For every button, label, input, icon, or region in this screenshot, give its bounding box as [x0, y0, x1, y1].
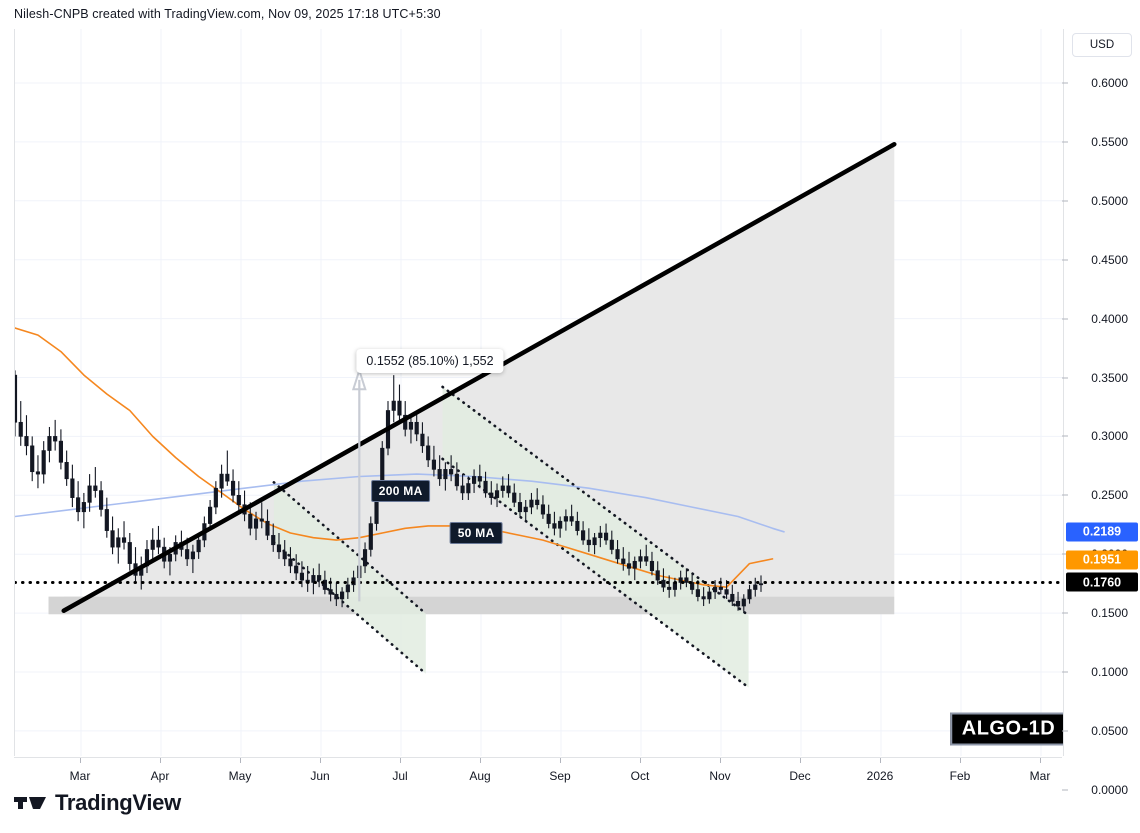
descending-channel-1[interactable]	[272, 481, 428, 675]
time-axis-label: Jun	[310, 769, 330, 783]
time-axis-tick	[320, 758, 321, 763]
currency-badge[interactable]: USD	[1072, 33, 1132, 57]
time-axis-label: Jul	[392, 769, 408, 783]
tradingview-brand-text: TradingView	[55, 790, 181, 815]
measure-tooltip: 0.1552 (85.10%) 1,552	[356, 349, 504, 373]
time-axis-tick	[480, 758, 481, 763]
price-axis-label: 0.2500	[1091, 488, 1128, 503]
time-axis-tick	[800, 758, 801, 763]
price-axis-tick	[1062, 671, 1068, 673]
time-axis-tick	[880, 758, 881, 763]
measure-arrow-icon	[351, 367, 367, 602]
ma-50-line	[15, 327, 774, 588]
price-axis-label: 0.3000	[1091, 429, 1128, 444]
price-axis-tick	[1062, 435, 1068, 437]
descending-channel-2[interactable]	[441, 385, 750, 689]
price-axis[interactable]: USD 0.6000 0.5500 0.5000 0.4500 0.4000 0.3500…	[1062, 29, 1140, 797]
price-tag-0-1760[interactable]: 0.1760	[1066, 572, 1138, 592]
chart-plot-area[interactable]: 0.1552 (85.10%) 1,552 200 MA 50 MA ALGO-…	[14, 29, 1064, 756]
tradingview-logo-icon	[14, 797, 46, 809]
price-tag-0-1951[interactable]: 0.1951	[1066, 550, 1138, 570]
time-axis-label: Oct	[630, 769, 650, 783]
price-axis-label: 0.4500	[1091, 252, 1128, 267]
ma-200-label-tag[interactable]: 200 MA	[370, 479, 431, 502]
price-axis-tick	[1062, 612, 1068, 614]
time-axis-label: Mar	[1029, 769, 1051, 783]
price-axis-tick	[1062, 82, 1068, 84]
price-axis-tick	[1062, 141, 1068, 143]
credit-line: Nilesh-CNPB created with TradingView.com…	[14, 7, 441, 21]
tradingview-brand: TradingView	[14, 790, 181, 816]
price-axis-label: 0.5500	[1091, 134, 1128, 149]
price-axis-tick	[1062, 789, 1068, 791]
time-axis-label: 2026	[866, 769, 894, 783]
chart-canvas	[15, 29, 1063, 756]
price-axis-label: 0.4000	[1091, 311, 1128, 326]
time-axis-label: Nov	[709, 769, 731, 783]
price-axis-label: 0.1500	[1091, 606, 1128, 621]
time-axis-tick	[960, 758, 961, 763]
rising-trendline[interactable]	[61, 142, 897, 613]
price-axis-tick	[1062, 318, 1068, 320]
price-axis-tick	[1062, 259, 1068, 261]
price-axis-label: 0.0000	[1091, 782, 1128, 797]
price-axis-label: 0.1000	[1091, 665, 1128, 679]
time-axis-label: Mar	[69, 769, 91, 783]
symbol-watermark-label[interactable]: ALGO-1D	[949, 712, 1063, 746]
price-axis-label: 0.5000	[1091, 193, 1128, 208]
ma-50-label-tag[interactable]: 50 MA	[449, 521, 503, 544]
price-axis-tick	[1062, 494, 1068, 496]
time-axis-tick	[400, 758, 401, 763]
time-axis-label: Dec	[789, 769, 811, 783]
price-axis-tick	[1062, 730, 1068, 732]
time-axis-label: Sep	[549, 769, 571, 783]
time-axis[interactable]: Mar Apr May Jun Jul Aug Sep Oct Nov Dec 2026 Feb Mar	[14, 757, 1062, 790]
time-axis-label: May	[228, 769, 252, 783]
price-axis-tick	[1062, 200, 1068, 202]
support-zone-band	[48, 596, 895, 615]
price-axis-tick	[1062, 377, 1068, 378]
price-axis-label: 0.0500	[1091, 723, 1128, 738]
time-axis-label: Apr	[150, 769, 170, 783]
time-axis-tick	[160, 758, 161, 763]
time-axis-tick	[240, 758, 241, 763]
time-axis-tick	[720, 758, 721, 763]
time-axis-tick	[1040, 758, 1041, 763]
price-axis-tick	[1062, 553, 1068, 555]
price-axis-label: 0.3500	[1091, 370, 1128, 385]
price-axis-label: 0.6000	[1091, 76, 1128, 90]
time-axis-label: Feb	[949, 769, 971, 783]
time-axis-tick	[80, 758, 81, 763]
price-tag-0-2189[interactable]: 0.2189	[1066, 522, 1138, 542]
time-axis-label: Aug	[469, 769, 491, 783]
time-axis-tick	[560, 758, 561, 763]
time-axis-tick	[640, 758, 641, 763]
